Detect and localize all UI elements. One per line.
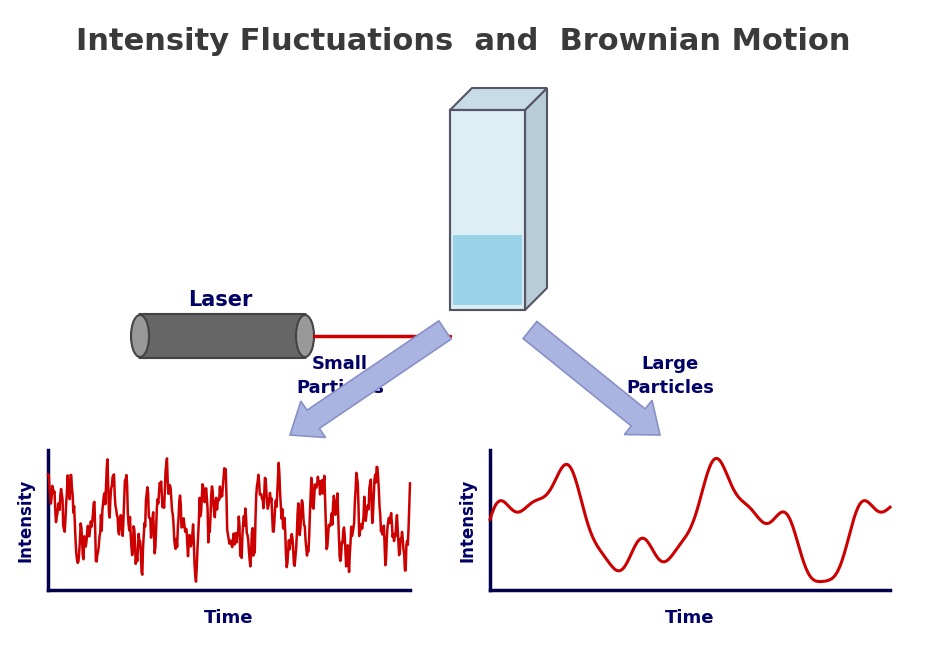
FancyArrow shape: [290, 321, 451, 438]
Polygon shape: [525, 88, 547, 310]
Text: Intensity: Intensity: [17, 478, 35, 562]
Bar: [453, 235, 522, 305]
Polygon shape: [450, 88, 547, 110]
Text: Large
Particles: Large Particles: [626, 355, 714, 396]
Bar: [450, 110, 525, 310]
Ellipse shape: [131, 315, 149, 357]
Text: Intensity Fluctuations  and  Brownian Motion: Intensity Fluctuations and Brownian Moti…: [76, 28, 850, 56]
Text: Time: Time: [205, 609, 254, 627]
Text: Intensity: Intensity: [459, 478, 477, 562]
Text: Time: Time: [665, 609, 715, 627]
Text: Laser: Laser: [188, 290, 252, 310]
Ellipse shape: [296, 315, 314, 357]
Bar: [450, 110, 525, 310]
FancyBboxPatch shape: [139, 314, 306, 358]
FancyArrow shape: [523, 322, 660, 435]
Text: Small
Particles: Small Particles: [296, 355, 384, 396]
